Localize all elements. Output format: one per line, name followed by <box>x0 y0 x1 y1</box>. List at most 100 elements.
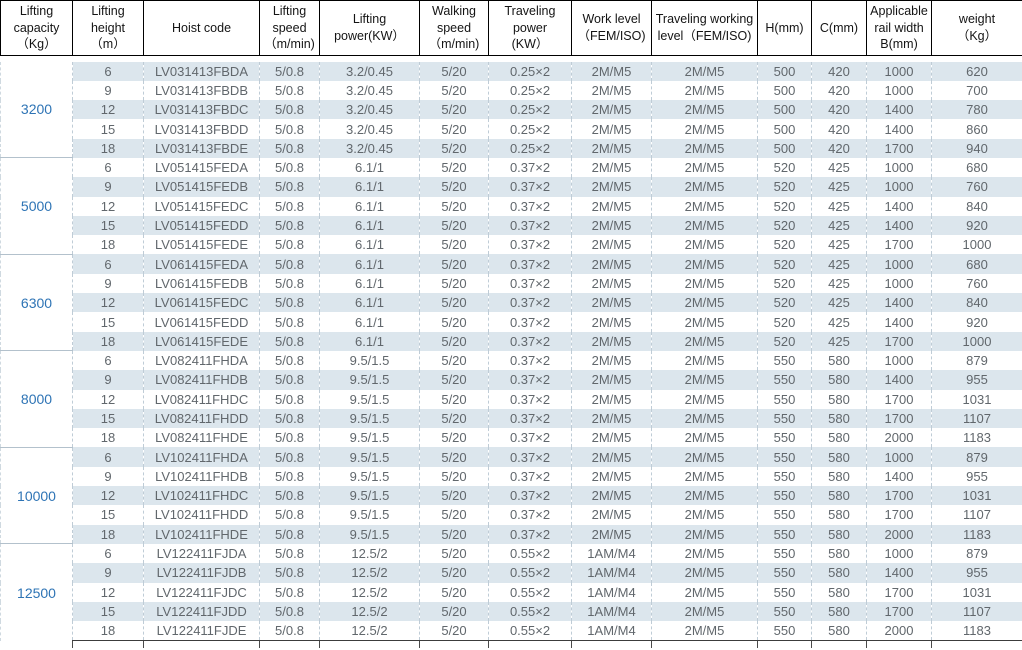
column-boundary-tick <box>488 641 489 649</box>
cell-walking-speed: 5/20 <box>419 273 489 294</box>
cell-walking-speed: 5/20 <box>419 582 489 602</box>
cell-h-mm: 550 <box>757 350 812 371</box>
cell-c-mm: 580 <box>811 601 867 622</box>
cell-h-mm: 550 <box>757 505 812 525</box>
cell-rail-width: 1000 <box>866 543 932 564</box>
cell-weight: 879 <box>931 350 1022 371</box>
cell-lifting-power: 3.2/0.45 <box>319 138 420 158</box>
col-header-walking-speed: Walking speed （m/min) <box>419 0 489 56</box>
cell-traveling-power: 0.37×2 <box>488 524 572 544</box>
cell-lifting-speed: 5/0.8 <box>259 621 320 642</box>
cell-lifting-height: 18 <box>72 235 144 255</box>
cell-weight: 1107 <box>931 408 1022 429</box>
cell-lifting-height: 6 <box>72 350 144 371</box>
cell-traveling-power: 0.37×2 <box>488 215 572 236</box>
cell-walking-speed: 5/20 <box>419 312 489 332</box>
cell-h-mm: 500 <box>757 61 812 81</box>
cell-c-mm: 425 <box>811 273 867 294</box>
cell-c-mm: 425 <box>811 312 867 332</box>
cell-traveling-working-level: 2M/M5 <box>651 119 758 139</box>
table-row: 12 LV061415FEDC 5/0.8 6.1/1 5/20 0.37×2 2M/M5 2… <box>1 293 1022 313</box>
cell-rail-width: 1400 <box>866 466 932 487</box>
cell-c-mm: 580 <box>811 563 867 583</box>
cell-h-mm: 550 <box>757 447 812 467</box>
cell-h-mm: 550 <box>757 601 812 622</box>
cell-lifting-power: 6.1/1 <box>319 293 420 313</box>
cell-rail-width: 1400 <box>866 293 932 313</box>
cell-lifting-power: 6.1/1 <box>319 215 420 236</box>
cell-lifting-power: 12.5/2 <box>319 563 420 583</box>
cell-c-mm: 420 <box>811 138 867 158</box>
bottom-ticks <box>0 641 1022 649</box>
cell-lifting-speed: 5/0.8 <box>259 312 320 332</box>
cell-h-mm: 520 <box>757 331 812 351</box>
cell-weight: 1107 <box>931 601 1022 622</box>
cell-lifting-height: 15 <box>72 312 144 332</box>
cell-lifting-power: 12.5/2 <box>319 543 420 564</box>
cell-traveling-working-level: 2M/M5 <box>651 601 758 622</box>
cell-walking-speed: 5/20 <box>419 177 489 197</box>
cell-lifting-height: 15 <box>72 505 144 525</box>
cell-c-mm: 420 <box>811 119 867 139</box>
cell-lifting-speed: 5/0.8 <box>259 157 320 178</box>
cell-c-mm: 580 <box>811 389 867 409</box>
cell-weight: 1183 <box>931 621 1022 642</box>
cell-weight: 920 <box>931 215 1022 236</box>
cell-c-mm: 580 <box>811 408 867 429</box>
cell-lifting-height: 9 <box>72 273 144 294</box>
cell-traveling-power: 0.25×2 <box>488 80 572 101</box>
cell-walking-speed: 5/20 <box>419 486 489 506</box>
cell-work-level: 2M/M5 <box>571 235 652 255</box>
cell-c-mm: 425 <box>811 157 867 178</box>
table-row: 9 LV122411FJDB 5/0.8 12.5/2 5/20 0.55×2 1AM/M4… <box>1 563 1022 583</box>
cell-work-level: 2M/M5 <box>571 100 652 120</box>
table-row: 9 LV102411FHDB 5/0.8 9.5/1.5 5/20 0.37×2 2M/M5… <box>1 466 1022 487</box>
cell-hoist-code: LV031413FBDB <box>143 80 260 101</box>
cell-lifting-speed: 5/0.8 <box>259 505 320 525</box>
cell-work-level: 2M/M5 <box>571 80 652 101</box>
cell-work-level: 1AM/M4 <box>571 601 652 622</box>
cell-rail-width: 1700 <box>866 389 932 409</box>
cell-h-mm: 550 <box>757 582 812 602</box>
cell-walking-speed: 5/20 <box>419 428 489 448</box>
cell-traveling-working-level: 2M/M5 <box>651 389 758 409</box>
cell-weight: 780 <box>931 100 1022 120</box>
cell-lifting-height: 12 <box>72 196 144 216</box>
cell-lifting-height: 15 <box>72 601 144 622</box>
cell-rail-width: 1400 <box>866 119 932 139</box>
cell-rail-width: 1700 <box>866 505 932 525</box>
column-boundary-tick <box>931 641 932 649</box>
cell-work-level: 2M/M5 <box>571 61 652 81</box>
cell-traveling-working-level: 2M/M5 <box>651 621 758 642</box>
cell-rail-width: 1700 <box>866 235 932 255</box>
cell-lifting-power: 6.1/1 <box>319 157 420 178</box>
cell-weight: 680 <box>931 254 1022 274</box>
capacity-cell: 8000 <box>0 350 73 448</box>
cell-c-mm: 425 <box>811 331 867 351</box>
cell-lifting-speed: 5/0.8 <box>259 80 320 101</box>
cell-lifting-power: 9.5/1.5 <box>319 350 420 371</box>
cell-rail-width: 1700 <box>866 582 932 602</box>
cell-work-level: 2M/M5 <box>571 196 652 216</box>
cell-walking-speed: 5/20 <box>419 563 489 583</box>
cell-traveling-power: 0.37×2 <box>488 254 572 274</box>
cell-lifting-height: 9 <box>72 563 144 583</box>
cell-hoist-code: LV061415FEDD <box>143 312 260 332</box>
cell-lifting-height: 12 <box>72 486 144 506</box>
cell-traveling-working-level: 2M/M5 <box>651 157 758 178</box>
cell-rail-width: 1000 <box>866 177 932 197</box>
cell-lifting-height: 15 <box>72 408 144 429</box>
cell-walking-speed: 5/20 <box>419 215 489 236</box>
table-row: 12 LV082411FHDC 5/0.8 9.5/1.5 5/20 0.37×2 2M/M… <box>1 389 1022 409</box>
cell-lifting-speed: 5/0.8 <box>259 177 320 197</box>
cell-lifting-speed: 5/0.8 <box>259 524 320 544</box>
cell-hoist-code: LV061415FEDA <box>143 254 260 274</box>
cell-lifting-speed: 5/0.8 <box>259 293 320 313</box>
header-body-gap <box>0 55 1022 62</box>
cell-traveling-working-level: 2M/M5 <box>651 543 758 564</box>
cell-rail-width: 1400 <box>866 196 932 216</box>
cell-work-level: 1AM/M4 <box>571 543 652 564</box>
cell-work-level: 2M/M5 <box>571 370 652 390</box>
